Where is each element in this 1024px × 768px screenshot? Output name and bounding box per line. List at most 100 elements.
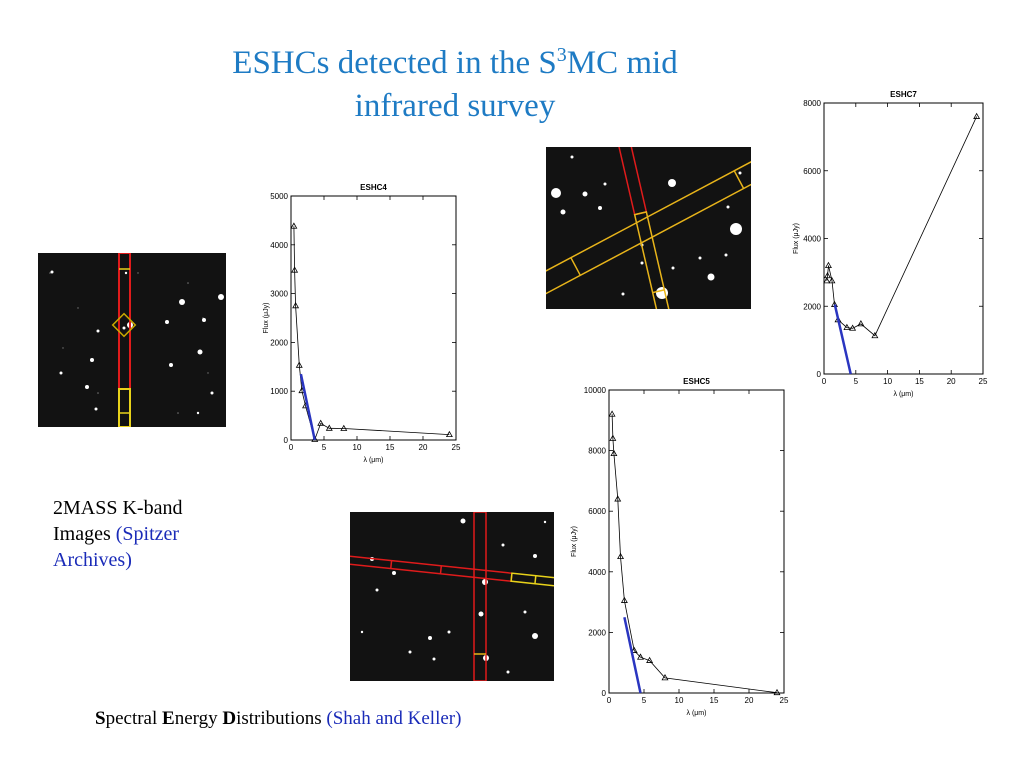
data-point-triangle xyxy=(823,277,831,284)
data-point-triangle xyxy=(290,222,298,229)
fit-line xyxy=(623,616,642,694)
kband-image-eshc7 xyxy=(546,147,751,309)
y-tick-label: 1000 xyxy=(270,387,288,396)
y-tick-label: 2000 xyxy=(588,628,606,637)
plot-title: ESHC5 xyxy=(683,377,710,386)
footer-d-bold: D xyxy=(222,708,237,729)
noise-speckles xyxy=(49,272,209,414)
sed-plot-eshc5: ESHC5 0 5 10 15 20 25 0 2000 4000 6000 8000 10000 λ (… xyxy=(566,370,796,726)
x-tick-label: 0 xyxy=(607,696,612,705)
data-point-triangle xyxy=(445,430,453,438)
title-line1-b: MC mid xyxy=(566,45,678,81)
x-tick-label: 20 xyxy=(745,696,754,705)
data-point-triangle xyxy=(608,410,616,417)
data-point-triangle xyxy=(646,656,654,663)
y-tick-label: 0 xyxy=(817,370,822,379)
sed-line xyxy=(611,414,778,694)
plot-frame xyxy=(608,389,785,694)
y-tick-label: 8000 xyxy=(803,99,821,108)
y-tick-label: 4000 xyxy=(270,241,288,250)
x-tick-label: 5 xyxy=(854,377,859,386)
data-point-triangle xyxy=(630,646,638,653)
sed-plot-eshc4: ESHC4 0 5 10 15 20 25 0 1000 2000 3000 4000 5000 λ (μ… xyxy=(258,178,468,468)
footer-d-rest: istributions xyxy=(236,708,327,729)
footer-citation: (Shah and Keller) xyxy=(326,708,462,729)
x-tick-label: 10 xyxy=(353,443,362,452)
stars xyxy=(360,518,547,674)
kband-image-eshc4-svg xyxy=(49,253,224,427)
slit-yellow xyxy=(118,388,131,427)
x-axis-label: λ (μm) xyxy=(687,710,707,717)
kband-image-eshc7-svg xyxy=(546,147,751,309)
sed-caption: Spectral Energy Distributions (Shah and … xyxy=(95,708,615,730)
kband-image-eshc5 xyxy=(350,512,554,681)
y-tick-label: 10000 xyxy=(584,386,607,395)
data-point-triangle xyxy=(610,449,618,457)
y-tick-label: 6000 xyxy=(588,507,606,516)
data-point-triangle xyxy=(317,419,325,426)
x-tick-label: 20 xyxy=(419,443,428,452)
image-caption: 2MASS K-band Images (Spitzer Archives) xyxy=(53,495,243,573)
data-point-triangle xyxy=(849,324,857,331)
caption-text: 2MASS K-band Images xyxy=(53,497,183,545)
data-point-triangle xyxy=(291,266,299,273)
slide-title: ESHCs detected in the S3MC mid infrared … xyxy=(150,34,760,128)
data-point-triangle xyxy=(824,261,832,269)
x-tick-label: 10 xyxy=(675,696,684,705)
data-point-triangle xyxy=(325,424,333,431)
slit-red xyxy=(118,253,131,390)
sed-line xyxy=(826,116,977,337)
data-point-triangle xyxy=(617,552,625,560)
y-tick-label: 0 xyxy=(602,689,607,698)
plot-frame xyxy=(290,195,457,441)
y-axis-label: Flux (μJy) xyxy=(571,526,578,557)
kband-image-eshc4 xyxy=(38,253,226,427)
data-point-triangle xyxy=(871,331,879,339)
data-point-triangle xyxy=(824,271,831,279)
x-tick-label: 0 xyxy=(822,377,827,386)
data-point-triangle xyxy=(614,495,622,502)
data-point-triangle xyxy=(620,596,628,603)
slit-horizontal xyxy=(546,158,751,296)
footer-e-rest: nergy xyxy=(174,708,223,729)
x-axis-label: λ (μm) xyxy=(364,457,384,464)
x-tick-label: 15 xyxy=(915,377,924,386)
x-tick-label: 15 xyxy=(710,696,719,705)
data-point-triangle xyxy=(661,674,669,681)
y-tick-label: 2000 xyxy=(803,302,821,311)
x-tick-label: 25 xyxy=(780,696,789,705)
y-axis-label: Flux (μJy) xyxy=(793,223,800,254)
x-tick-label: 5 xyxy=(322,443,327,452)
title-line1-sup: 3 xyxy=(556,44,567,66)
footer-s-bold: S xyxy=(95,708,106,729)
kband-image-eshc5-svg xyxy=(350,512,554,681)
slit-horizontal xyxy=(350,555,554,588)
data-point-triangle xyxy=(637,653,644,660)
data-point-triangle xyxy=(773,688,781,696)
caption-source: (Spitzer Archives) xyxy=(53,523,180,571)
y-tick-label: 3000 xyxy=(270,290,288,299)
x-tick-label: 15 xyxy=(386,443,395,452)
y-tick-label: 0 xyxy=(284,436,289,445)
y-tick-label: 6000 xyxy=(803,167,821,176)
target-marker xyxy=(111,312,137,338)
x-tick-label: 5 xyxy=(642,696,647,705)
title-line2: infrared survey xyxy=(354,88,556,124)
footer-e-bold: E xyxy=(162,708,175,729)
sed-plot-eshc7: ESHC7 0 5 10 15 20 25 0 2000 4000 6000 8000 λ (μm) Fl… xyxy=(788,87,988,407)
data-point-triangle xyxy=(843,323,851,330)
sed-plot-eshc5-svg: ESHC5 0 5 10 15 20 25 0 2000 4000 6000 8000 10000 λ (… xyxy=(571,377,789,717)
plot-frame xyxy=(823,102,984,375)
plot-title: ESHC4 xyxy=(360,183,387,192)
data-point-triangle xyxy=(828,277,836,284)
y-tick-label: 5000 xyxy=(270,192,288,201)
data-point-triangle xyxy=(295,361,303,368)
title-line1-a: ESHCs detected in the S xyxy=(232,45,557,81)
data-point-triangle xyxy=(340,424,348,431)
fit-line xyxy=(833,304,852,375)
y-axis-label: Flux (μJy) xyxy=(263,303,270,334)
data-point-triangle xyxy=(609,434,617,441)
plot-title: ESHC7 xyxy=(890,90,917,99)
data-point-triangle xyxy=(857,320,865,327)
